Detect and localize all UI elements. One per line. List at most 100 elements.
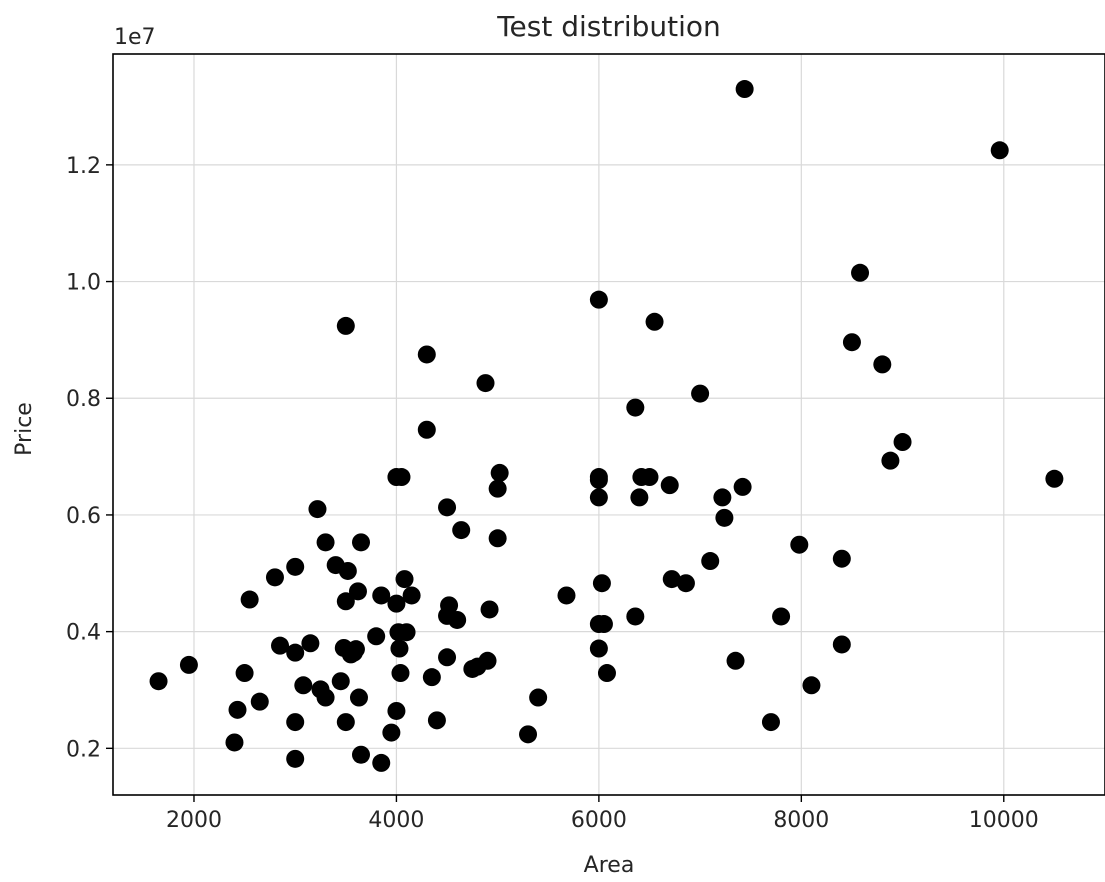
data-point bbox=[873, 355, 892, 374]
data-point bbox=[715, 508, 734, 527]
data-point bbox=[488, 529, 507, 548]
x-tick-label: 4000 bbox=[368, 808, 424, 833]
data-point bbox=[348, 582, 367, 601]
data-point bbox=[301, 634, 320, 653]
data-point bbox=[392, 468, 411, 487]
data-point bbox=[387, 701, 406, 720]
data-point bbox=[589, 488, 608, 507]
data-point bbox=[640, 468, 659, 487]
data-point bbox=[529, 688, 548, 707]
data-point bbox=[397, 623, 416, 642]
data-point bbox=[832, 549, 851, 568]
data-point bbox=[761, 713, 780, 732]
y-tick-label: 0.6 bbox=[66, 504, 101, 529]
grid-lines bbox=[113, 54, 1105, 795]
data-point bbox=[594, 615, 613, 634]
data-point bbox=[893, 433, 912, 452]
data-point bbox=[589, 290, 608, 309]
data-point bbox=[790, 535, 809, 554]
data-point bbox=[422, 668, 441, 687]
data-point bbox=[179, 655, 198, 674]
data-point bbox=[395, 570, 414, 589]
data-point bbox=[448, 610, 467, 629]
x-tick-label: 10000 bbox=[969, 808, 1039, 833]
data-point bbox=[802, 676, 821, 695]
data-point bbox=[630, 488, 649, 507]
data-point bbox=[387, 594, 406, 613]
data-point bbox=[660, 476, 679, 495]
x-tick-label: 6000 bbox=[571, 808, 627, 833]
data-points bbox=[149, 80, 1064, 772]
data-point bbox=[225, 733, 244, 752]
axis-ticks: 2000 4000 6000 8000 10000 0.2 0.4 0.6 0.8 1.0 1.2 bbox=[66, 154, 1039, 833]
data-point bbox=[851, 263, 870, 282]
data-point bbox=[417, 420, 436, 439]
data-point bbox=[476, 374, 495, 393]
data-point bbox=[713, 488, 732, 507]
data-point bbox=[316, 533, 335, 552]
data-point bbox=[372, 586, 391, 605]
data-point bbox=[349, 688, 368, 707]
y-axis-offset-label: 1e7 bbox=[114, 25, 156, 50]
data-point bbox=[286, 749, 305, 768]
y-axis-label: Price bbox=[12, 402, 37, 456]
data-point bbox=[478, 651, 497, 670]
data-point bbox=[240, 590, 259, 609]
x-axis-label: Area bbox=[584, 853, 635, 878]
data-point bbox=[286, 643, 305, 662]
data-point bbox=[480, 600, 499, 619]
data-point bbox=[1045, 469, 1064, 488]
data-point bbox=[842, 333, 861, 352]
data-point bbox=[726, 651, 745, 670]
data-point bbox=[352, 533, 370, 552]
data-point bbox=[346, 640, 365, 659]
data-point bbox=[265, 568, 284, 587]
data-point bbox=[336, 592, 355, 611]
data-point bbox=[990, 141, 1009, 160]
data-point bbox=[589, 470, 608, 489]
data-point bbox=[557, 586, 576, 605]
data-point bbox=[881, 451, 900, 470]
data-point bbox=[417, 345, 436, 364]
y-tick-label: 1.0 bbox=[66, 271, 101, 296]
data-point bbox=[372, 753, 391, 772]
data-point bbox=[250, 692, 269, 711]
data-point bbox=[331, 672, 350, 691]
y-tick-label: 0.4 bbox=[66, 621, 101, 646]
data-point bbox=[228, 700, 247, 719]
data-point bbox=[316, 688, 335, 707]
data-point bbox=[626, 607, 645, 626]
data-point bbox=[592, 574, 611, 593]
data-point bbox=[440, 596, 459, 615]
data-point bbox=[367, 627, 386, 646]
data-point bbox=[645, 312, 664, 331]
data-point bbox=[832, 635, 851, 654]
data-point bbox=[488, 479, 507, 498]
data-point bbox=[772, 607, 791, 626]
y-tick-label: 0.8 bbox=[66, 387, 101, 412]
data-point bbox=[701, 552, 720, 571]
data-point bbox=[382, 723, 401, 742]
data-point bbox=[235, 664, 254, 683]
data-point bbox=[402, 586, 421, 605]
data-point bbox=[336, 713, 355, 732]
data-point bbox=[286, 713, 305, 732]
data-point bbox=[391, 664, 410, 683]
data-point bbox=[438, 498, 457, 517]
data-point bbox=[352, 745, 370, 764]
y-tick-label: 0.2 bbox=[66, 737, 101, 762]
data-point bbox=[271, 636, 290, 655]
x-tick-label: 8000 bbox=[773, 808, 829, 833]
data-point bbox=[149, 672, 168, 691]
data-point bbox=[452, 521, 471, 540]
data-point bbox=[390, 639, 409, 658]
plot-area-frame bbox=[112, 53, 1105, 796]
data-point bbox=[294, 676, 313, 695]
chart-title: Test distribution bbox=[496, 10, 721, 43]
data-point bbox=[338, 561, 357, 580]
x-tick-label: 2000 bbox=[166, 808, 222, 833]
data-point bbox=[336, 316, 355, 335]
data-point bbox=[626, 398, 645, 417]
